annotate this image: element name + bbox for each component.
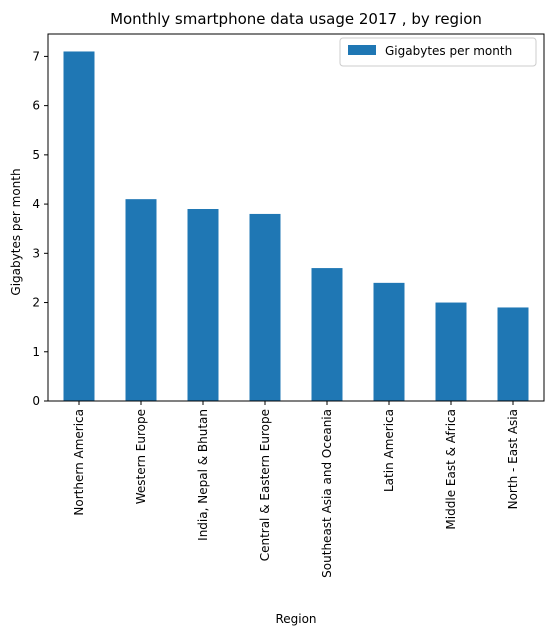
legend-swatch bbox=[348, 45, 376, 55]
bar bbox=[125, 199, 157, 401]
y-axis-label: Gigabytes per month bbox=[9, 168, 23, 295]
y-tick-label: 1 bbox=[32, 345, 40, 359]
x-tick-label: North - East Asia bbox=[506, 409, 520, 509]
bar bbox=[311, 268, 343, 401]
x-tick-label: Latin America bbox=[382, 409, 396, 492]
plot-frame bbox=[47, 33, 545, 402]
y-tick-label: 3 bbox=[32, 246, 40, 260]
x-tick-label: India, Nepal & Bhutan bbox=[196, 409, 210, 541]
bar bbox=[435, 302, 467, 401]
y-tick-label: 0 bbox=[32, 394, 40, 408]
y-tick-label: 4 bbox=[32, 197, 40, 211]
y-tick-label: 6 bbox=[32, 99, 40, 113]
y-tick-label: 2 bbox=[32, 296, 40, 310]
chart-title: Monthly smartphone data usage 2017 , by … bbox=[110, 10, 482, 28]
bar bbox=[373, 282, 405, 401]
x-tick-label: Southeast Asia and Oceania bbox=[320, 409, 334, 578]
legend-label: Gigabytes per month bbox=[385, 44, 512, 58]
x-tick-label: Western Europe bbox=[134, 409, 148, 504]
x-tick-label: Northern America bbox=[72, 409, 86, 516]
y-tick-label: 7 bbox=[32, 49, 40, 63]
x-axis-label: Region bbox=[275, 612, 316, 626]
bar bbox=[187, 209, 219, 401]
x-tick-label: Central & Eastern Europe bbox=[258, 409, 272, 561]
bar bbox=[249, 213, 281, 401]
legend: Gigabytes per month bbox=[339, 37, 537, 67]
legend-frame bbox=[339, 37, 537, 67]
x-tick-label: Middle East & Africa bbox=[444, 409, 458, 530]
y-axis-ticks: 0 1 2 3 4 5 6 7 bbox=[32, 49, 48, 408]
bar bbox=[63, 51, 95, 401]
y-tick-label: 5 bbox=[32, 148, 40, 162]
bars-group bbox=[63, 51, 529, 401]
x-axis-ticks: Northern America Western Europe India, Nep… bbox=[72, 401, 520, 578]
bar bbox=[497, 307, 529, 401]
